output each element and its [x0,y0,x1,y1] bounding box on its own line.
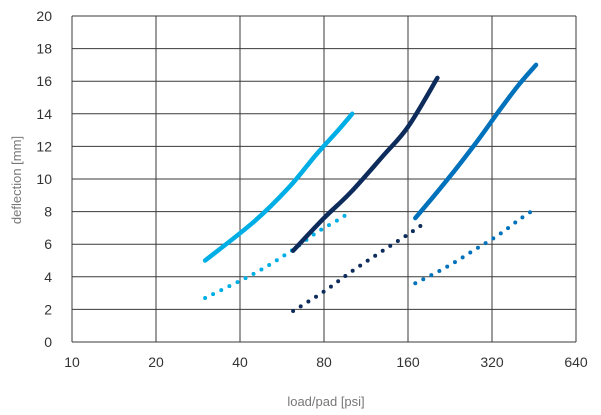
y-tick-label: 2 [44,301,52,317]
x-tick-label: 40 [232,354,248,370]
x-tick-label: 640 [564,354,588,370]
y-tick-label: 0 [44,334,52,350]
y-tick-label: 4 [44,269,52,285]
y-tick-label: 8 [44,204,52,220]
grid [71,15,577,343]
series-3-solid-line [290,75,440,253]
y-tick-labels: 0 2 4 6 8 10 12 14 16 18 20 [36,8,52,350]
y-axis-label: deflection [mm] [9,136,24,224]
x-tick-label: 160 [396,354,420,370]
x-tick-label: 20 [148,354,164,370]
y-tick-label: 14 [36,106,52,122]
series-5-solid-line [413,62,539,221]
x-axis-label: load/pad [psi] [287,394,364,409]
y-tick-label: 10 [36,171,52,187]
y-tick-label: 16 [36,73,52,89]
y-tick-label: 20 [36,8,52,24]
series-2-dotted-line [203,209,353,300]
series-layer [202,62,539,313]
x-tick-labels: 10 20 40 80 160 320 640 [64,354,588,370]
series-6-dotted-line [413,206,538,286]
x-tick-label: 80 [316,354,332,370]
y-tick-label: 18 [36,41,52,57]
series-4-dotted-line [291,222,425,313]
y-tick-label: 12 [36,138,52,154]
x-tick-label: 10 [64,354,80,370]
y-tick-label: 6 [44,236,52,252]
x-tick-label: 320 [480,354,504,370]
series-1-solid-line [202,111,355,263]
